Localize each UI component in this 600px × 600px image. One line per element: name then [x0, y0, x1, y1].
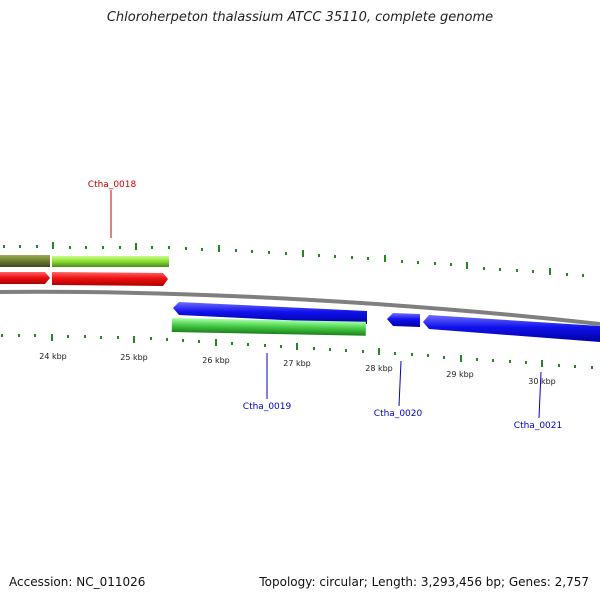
tick-label: 30 kbp [528, 377, 556, 386]
gene-labels: Ctha_0018 Ctha_0019 Ctha_0020 Ctha_0021 [88, 180, 562, 431]
gene-label-ctha-0020[interactable]: Ctha_0020 [374, 409, 423, 419]
upper-tick-row [3, 242, 584, 277]
tick-label: 25 kbp [120, 353, 148, 362]
cds-arrow-ctha-0019[interactable] [173, 302, 367, 324]
gene-label-ctha-0018[interactable]: Ctha_0018 [88, 180, 137, 190]
cds-arrow-ctha-0020[interactable] [387, 313, 420, 327]
feature-block-olive[interactable] [0, 255, 50, 267]
feature-block-green[interactable] [171, 318, 366, 336]
feature-block-lime[interactable] [52, 256, 169, 267]
cds-arrow-forward[interactable] [0, 272, 50, 284]
cds-arrow-ctha-0021[interactable] [423, 315, 600, 342]
gene-label-ctha-0021[interactable]: Ctha_0021 [514, 421, 562, 431]
tick-label: 24 kbp [39, 352, 67, 361]
ruler-labels: 24 kbp 25 kbp 26 kbp 27 kbp 28 kbp 29 kb… [39, 352, 556, 386]
lower-tick-row [1, 334, 593, 369]
reverse-strand-track [171, 302, 600, 342]
tick-label: 29 kbp [446, 370, 474, 379]
tick-label: 27 kbp [283, 359, 311, 368]
genome-summary-label: Topology: circular; Length: 3,293,456 bp… [259, 575, 589, 589]
cds-arrow-ctha-0018[interactable] [52, 272, 168, 286]
accession-label: Accession: NC_011026 [9, 575, 146, 589]
map-title: Chloroherpeton thalassium ATCC 35110, co… [106, 10, 494, 25]
gene-label-ctha-0019[interactable]: Ctha_0019 [243, 402, 292, 412]
tick-label: 28 kbp [365, 364, 393, 373]
callout-line [398, 360, 402, 407]
forward-strand-track [0, 255, 169, 286]
genome-backbone [0, 289, 600, 326]
tick-label: 26 kbp [202, 356, 230, 365]
callout-line [538, 371, 542, 419]
